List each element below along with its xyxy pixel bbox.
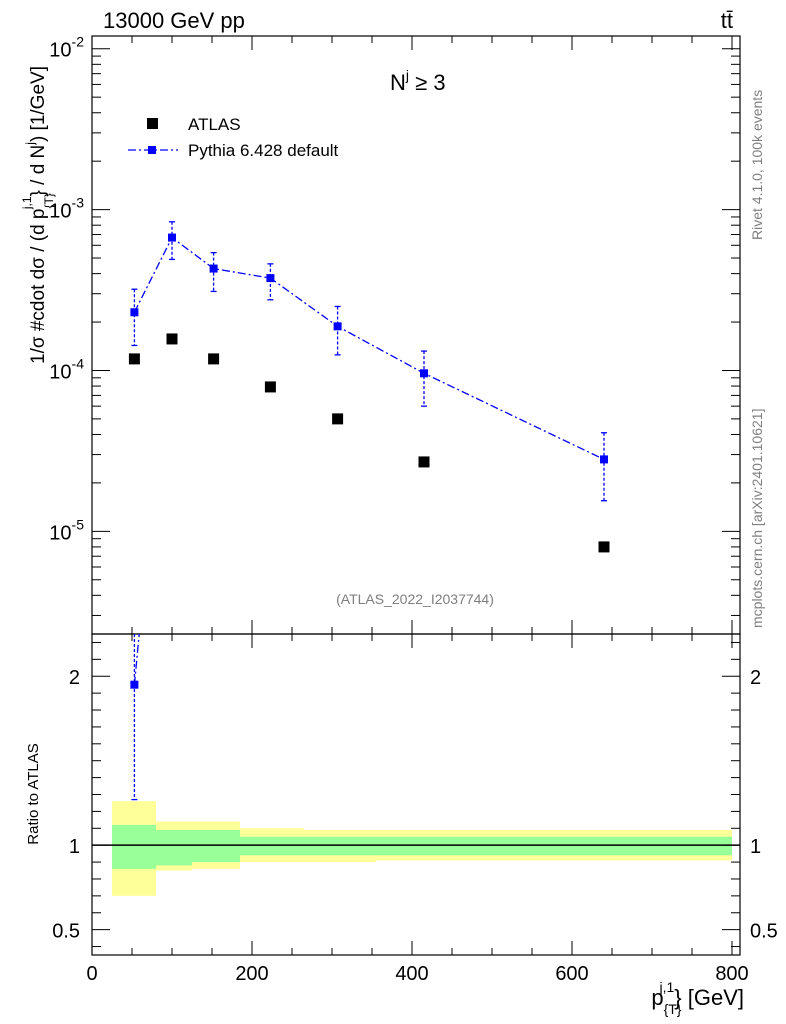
main-y-axis-label: 1/σ #cdot dσ / (d p{T}j,1} / d Nj) [1/Ge… (20, 66, 56, 364)
pythia-point (209, 264, 218, 273)
ratio-pythia-line (133, 633, 140, 685)
main-plot-title: Nj ≥ 3 (390, 67, 446, 95)
ratio-band-inner (476, 836, 732, 856)
analysis-watermark: (ATLAS_2022_I2037744) (336, 591, 494, 607)
atlas-point (166, 333, 178, 345)
y-tick-label: 10-5 (49, 516, 84, 544)
y-tick-label: 10-4 (49, 355, 84, 383)
ratio-y-tick-label: 1 (69, 836, 80, 858)
legend-atlas-label: ATLAS (188, 115, 241, 134)
atlas-point (128, 353, 140, 365)
ratio-plot-frame (91, 633, 741, 956)
collision-label: 13000 GeV pp (103, 8, 245, 33)
main-plot-marks (128, 221, 610, 553)
ratio-band-inner (376, 836, 476, 856)
rivet-version-label: Rivet 4.1.0, 100k events (749, 90, 765, 240)
ratio-band-inner (240, 836, 304, 856)
ratio-y-axis-label: Ratio to ATLAS (25, 743, 42, 844)
ratio-uncertainty-bands (112, 801, 732, 896)
pythia-point (266, 274, 275, 283)
ratio-band-inner (156, 829, 192, 866)
x-tick-label: 0 (86, 963, 97, 985)
atlas-point (332, 413, 344, 425)
axis-ticks: 0 200 400 600 800 10-2 10-3 10-4 10-5 0.5 0.5 1 1 2 2 (49, 34, 778, 985)
ratio-band-inner (192, 829, 240, 863)
pythia-point (168, 233, 176, 242)
ratio-y-tick-label-right: 0.5 (750, 921, 778, 943)
ratio-y-tick-label: 2 (69, 667, 80, 689)
pythia-point (420, 369, 428, 378)
y-tick-label: 10-2 (49, 34, 84, 62)
atlas-point (208, 353, 220, 365)
pythia-point (130, 308, 139, 317)
atlas-point (418, 456, 430, 468)
ratio-band-inner (112, 824, 156, 869)
atlas-point (264, 381, 276, 393)
x-tick-label: 400 (395, 963, 428, 985)
ratio-y-tick-label-right: 2 (750, 667, 761, 689)
x-tick-label: 200 (235, 963, 268, 985)
legend-atlas-marker (147, 118, 158, 129)
process-label: tt̄ (721, 8, 733, 33)
x-tick-label: 600 (555, 963, 588, 985)
ratio-plot-marks (130, 633, 140, 801)
source-label: mcplots.cern.ch [arXiv:2401.10621] (749, 409, 765, 628)
ratio-pythia-point (130, 680, 139, 689)
ratio-y-tick-label: 0.5 (52, 921, 80, 943)
pythia-point (600, 455, 608, 464)
ratio-band-inner (304, 836, 376, 856)
legend-pythia-label: Pythia 6.428 default (188, 141, 339, 160)
x-axis-label: p{T}j,1} [GeV] (651, 979, 744, 1017)
y-tick-label: 10-3 (49, 195, 84, 223)
atlas-point (598, 541, 610, 553)
x-tick-label: 800 (715, 963, 748, 985)
legend-pythia-marker (148, 146, 156, 154)
pythia-point (333, 322, 342, 331)
pythia-line (133, 236, 605, 460)
ratio-y-tick-label-right: 1 (750, 836, 761, 858)
